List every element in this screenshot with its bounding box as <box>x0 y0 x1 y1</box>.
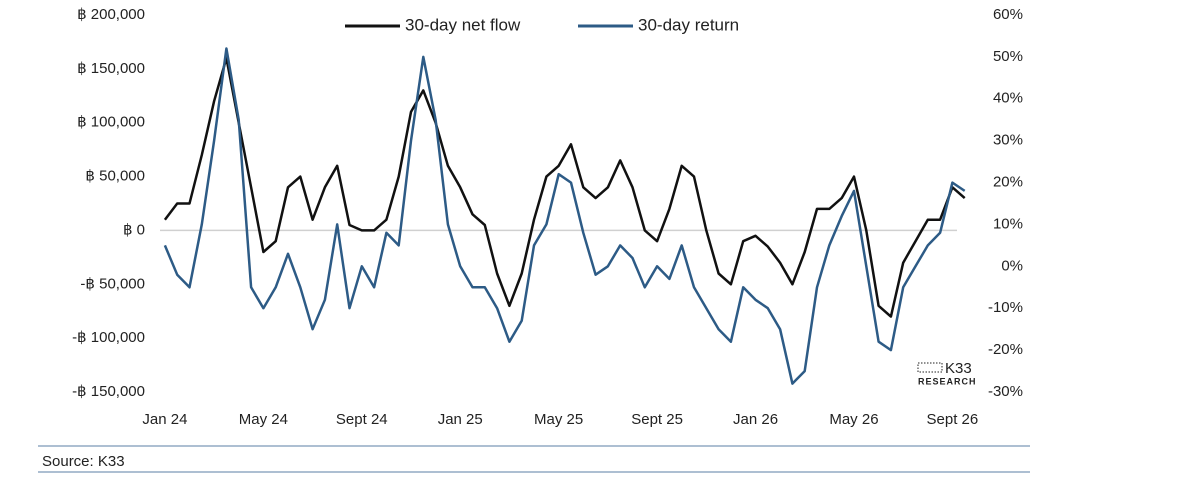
y-tick-label: -฿ 50,000 <box>80 275 145 292</box>
y-tick-label: ฿ 150,000 <box>77 60 145 77</box>
y2-tick-label: 10% <box>993 215 1023 232</box>
logo-name: K33 <box>945 360 972 377</box>
logo-subtitle: RESEARCH <box>918 376 977 386</box>
legend-label: 30-day net flow <box>405 15 521 34</box>
x-tick-label: Sept 26 <box>927 411 979 428</box>
x-tick-label: May 25 <box>534 411 583 428</box>
x-tick-label: Sept 24 <box>336 411 388 428</box>
y2-tick-label: 50% <box>993 48 1023 65</box>
y2-tick-label: 60% <box>993 6 1023 23</box>
y2-tick-label: 40% <box>993 90 1023 107</box>
x-tick-label: Jan 25 <box>438 411 483 428</box>
logo: K33 RESEARCH <box>917 360 977 386</box>
x-tick-label: May 24 <box>239 411 288 428</box>
y-tick-label: -฿ 150,000 <box>72 383 145 400</box>
x-tick-label: Jan 26 <box>733 411 778 428</box>
y2-tick-label: 0% <box>1001 257 1023 274</box>
y2-tick-label: 30% <box>993 132 1023 149</box>
logo-mark <box>917 362 943 373</box>
y2-tick-label: -20% <box>988 341 1023 358</box>
y2-tick-label: 20% <box>993 174 1023 191</box>
x-tick-label: Jan 24 <box>142 411 187 428</box>
y-tick-label: ฿ 0 <box>123 221 145 238</box>
source: Source: K33 <box>42 453 125 470</box>
legend-item: 30-day return <box>578 15 739 34</box>
lines-layer <box>163 47 966 385</box>
series-line <box>163 56 966 318</box>
x-tick-label: Sept 25 <box>631 411 683 428</box>
y-tick-label: ฿ 100,000 <box>77 114 145 131</box>
y-tick-label: ฿ 200,000 <box>77 6 145 23</box>
legend-item: 30-day net flow <box>345 15 521 34</box>
y2-tick-label: -30% <box>988 383 1023 400</box>
series-line <box>163 47 966 385</box>
y2-tick-label: -10% <box>988 299 1023 316</box>
legend-label: 30-day return <box>638 15 739 34</box>
x-tick-label: May 26 <box>829 411 878 428</box>
y-tick-label: -฿ 100,000 <box>72 329 145 346</box>
labels-layer: ฿ 200,000 ฿ 150,000 ฿ 100,000 ฿ 50,000 ฿ 0 -฿… <box>72 6 1023 428</box>
y-tick-label: ฿ 50,000 <box>85 168 145 185</box>
